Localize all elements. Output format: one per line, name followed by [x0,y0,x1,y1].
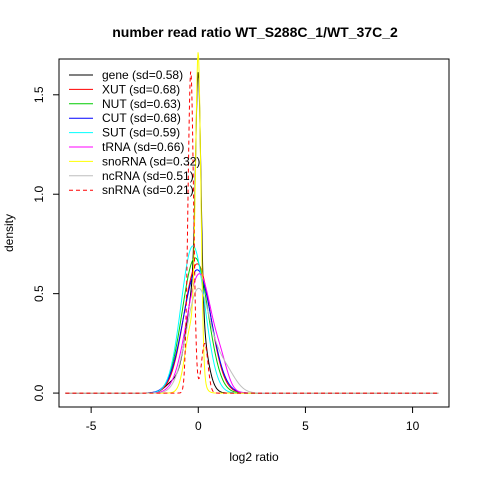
y-tick-label: 1.5 [32,86,46,103]
legend-label-0: gene (sd=0.58) [102,68,183,82]
series-layer [65,52,439,394]
chart-title: number read ratio WT_S288C_1/WT_37C_2 [112,24,398,40]
legend-label-6: snoRNA (sd=0.32) [102,154,200,168]
series-line-7 [65,287,439,394]
y-tick-label: 0.0 [32,384,46,401]
x-axis: -5 0 5 10 [86,406,420,433]
series-line-2 [65,257,439,394]
legend-label-8: snRNA (sd=0.21) [102,183,194,197]
x-tick-label: 10 [406,419,420,433]
x-tick-label: 0 [195,419,202,433]
series-line-1 [65,263,439,394]
y-axis: 0.0 0.5 1.0 1.5 [32,86,60,401]
legend-label-5: tRNA (sd=0.66) [102,140,184,154]
series-line-4 [65,245,439,394]
legend-label-2: NUT (sd=0.63) [102,97,181,111]
series-line-8 [65,71,439,394]
x-axis-label: log2 ratio [229,450,279,464]
series-line-3 [65,269,439,394]
x-tick-label: -5 [86,419,97,433]
y-tick-label: 0.5 [32,285,46,302]
legend-label-1: XUT (sd=0.68) [102,82,180,96]
legend-label-3: CUT (sd=0.68) [102,111,181,125]
series-line-5 [65,273,439,394]
legend: gene (sd=0.58)XUT (sd=0.68)NUT (sd=0.63)… [69,68,200,197]
legend-label-7: ncRNA (sd=0.51) [102,169,194,183]
legend-label-4: SUT (sd=0.59) [102,126,180,140]
x-tick-label: 5 [302,419,309,433]
y-tick-label: 1.0 [32,186,46,203]
y-axis-label: density [2,214,16,252]
